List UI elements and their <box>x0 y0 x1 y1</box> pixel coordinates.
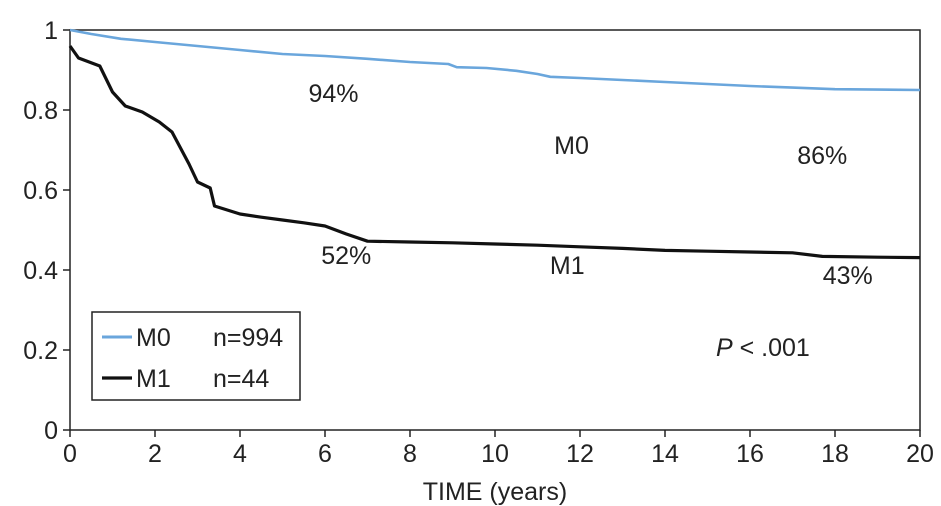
y-tick-label: 0.6 <box>23 177 58 205</box>
x-tick-label: 10 <box>481 440 509 468</box>
legend: M0 n=994 M1 n=44 <box>91 311 301 401</box>
x-tick-label: 16 <box>736 440 764 468</box>
y-tick-label: 0.4 <box>23 257 58 285</box>
x-tick-label: 6 <box>318 440 332 468</box>
x-tick-label: 12 <box>566 440 594 468</box>
annotations: 94% M0 86% 52% M1 43% <box>308 80 872 290</box>
x-tick-label: 0 <box>63 440 77 468</box>
x-tick-label: 14 <box>651 440 679 468</box>
legend-n-m0: n=994 <box>213 324 283 352</box>
axes: 0 2 4 6 8 10 12 14 16 18 20 0 0.2 0.4 0.6 0.8 1 <box>23 17 934 468</box>
x-axis-label: TIME (years) <box>423 478 567 506</box>
series-line-m0 <box>69 28 921 92</box>
x-tick-label: 20 <box>906 440 934 468</box>
annotation-label: 43% <box>823 262 873 290</box>
annotation-label: 86% <box>797 142 847 170</box>
x-tick-label: 18 <box>821 440 849 468</box>
y-tick-label: 0.2 <box>23 337 58 365</box>
p-value-symbol: P <box>716 334 733 362</box>
p-value-annotation: P < .001 <box>716 334 810 362</box>
annotation-label: M0 <box>554 132 589 160</box>
annotation-label: M1 <box>550 252 585 280</box>
series-line-m1 <box>68 45 921 260</box>
legend-label-m0: M0 <box>136 324 171 352</box>
y-tick-label: 1 <box>44 17 58 45</box>
legend-n-m1: n=44 <box>213 365 269 393</box>
series-lines <box>68 28 921 260</box>
x-tick-label: 8 <box>403 440 417 468</box>
x-tick-label: 4 <box>233 440 247 468</box>
annotation-label: 52% <box>321 242 371 270</box>
y-tick-label: 0.8 <box>23 97 58 125</box>
legend-label-m1: M1 <box>136 365 171 393</box>
annotation-label: 94% <box>308 80 358 108</box>
legend-box <box>91 311 301 401</box>
p-value-text: < .001 <box>733 334 810 362</box>
x-tick-label: 2 <box>148 440 162 468</box>
y-tick-label: 0 <box>44 417 58 445</box>
